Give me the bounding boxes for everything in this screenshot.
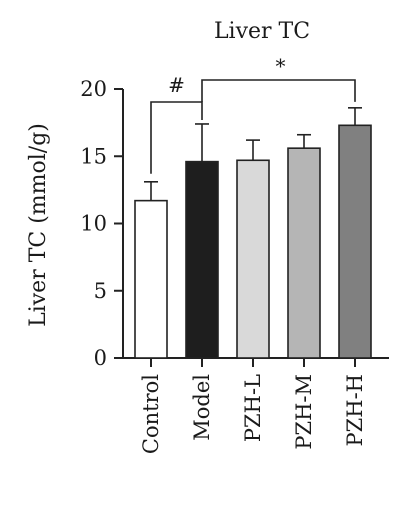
y-tick-label: 10 — [80, 212, 107, 236]
bar — [134, 199, 168, 359]
y-tick-label: 20 — [80, 77, 107, 101]
significance-label: * — [276, 54, 286, 78]
bar — [338, 124, 372, 359]
y-axis-label: Liver TC (mmol/g) — [26, 123, 51, 327]
y-tick-label: 0 — [94, 346, 107, 370]
significance-label: # — [168, 73, 185, 97]
y-tick-label: 5 — [94, 279, 107, 303]
x-tick-label: PZH-L — [241, 374, 265, 442]
x-tick-label: PZH-M — [292, 374, 316, 450]
x-tick-label: Control — [139, 374, 163, 454]
significance-bracket — [201, 79, 356, 102]
bar — [236, 159, 270, 359]
significance-bracket — [150, 101, 203, 174]
y-tick-label: 15 — [80, 144, 107, 168]
x-tick-label: PZH-H — [343, 374, 367, 446]
x-tick-label: Model — [190, 374, 214, 441]
bar — [185, 160, 219, 359]
bar — [287, 147, 321, 359]
chart-title: Liver TC — [214, 19, 310, 44]
